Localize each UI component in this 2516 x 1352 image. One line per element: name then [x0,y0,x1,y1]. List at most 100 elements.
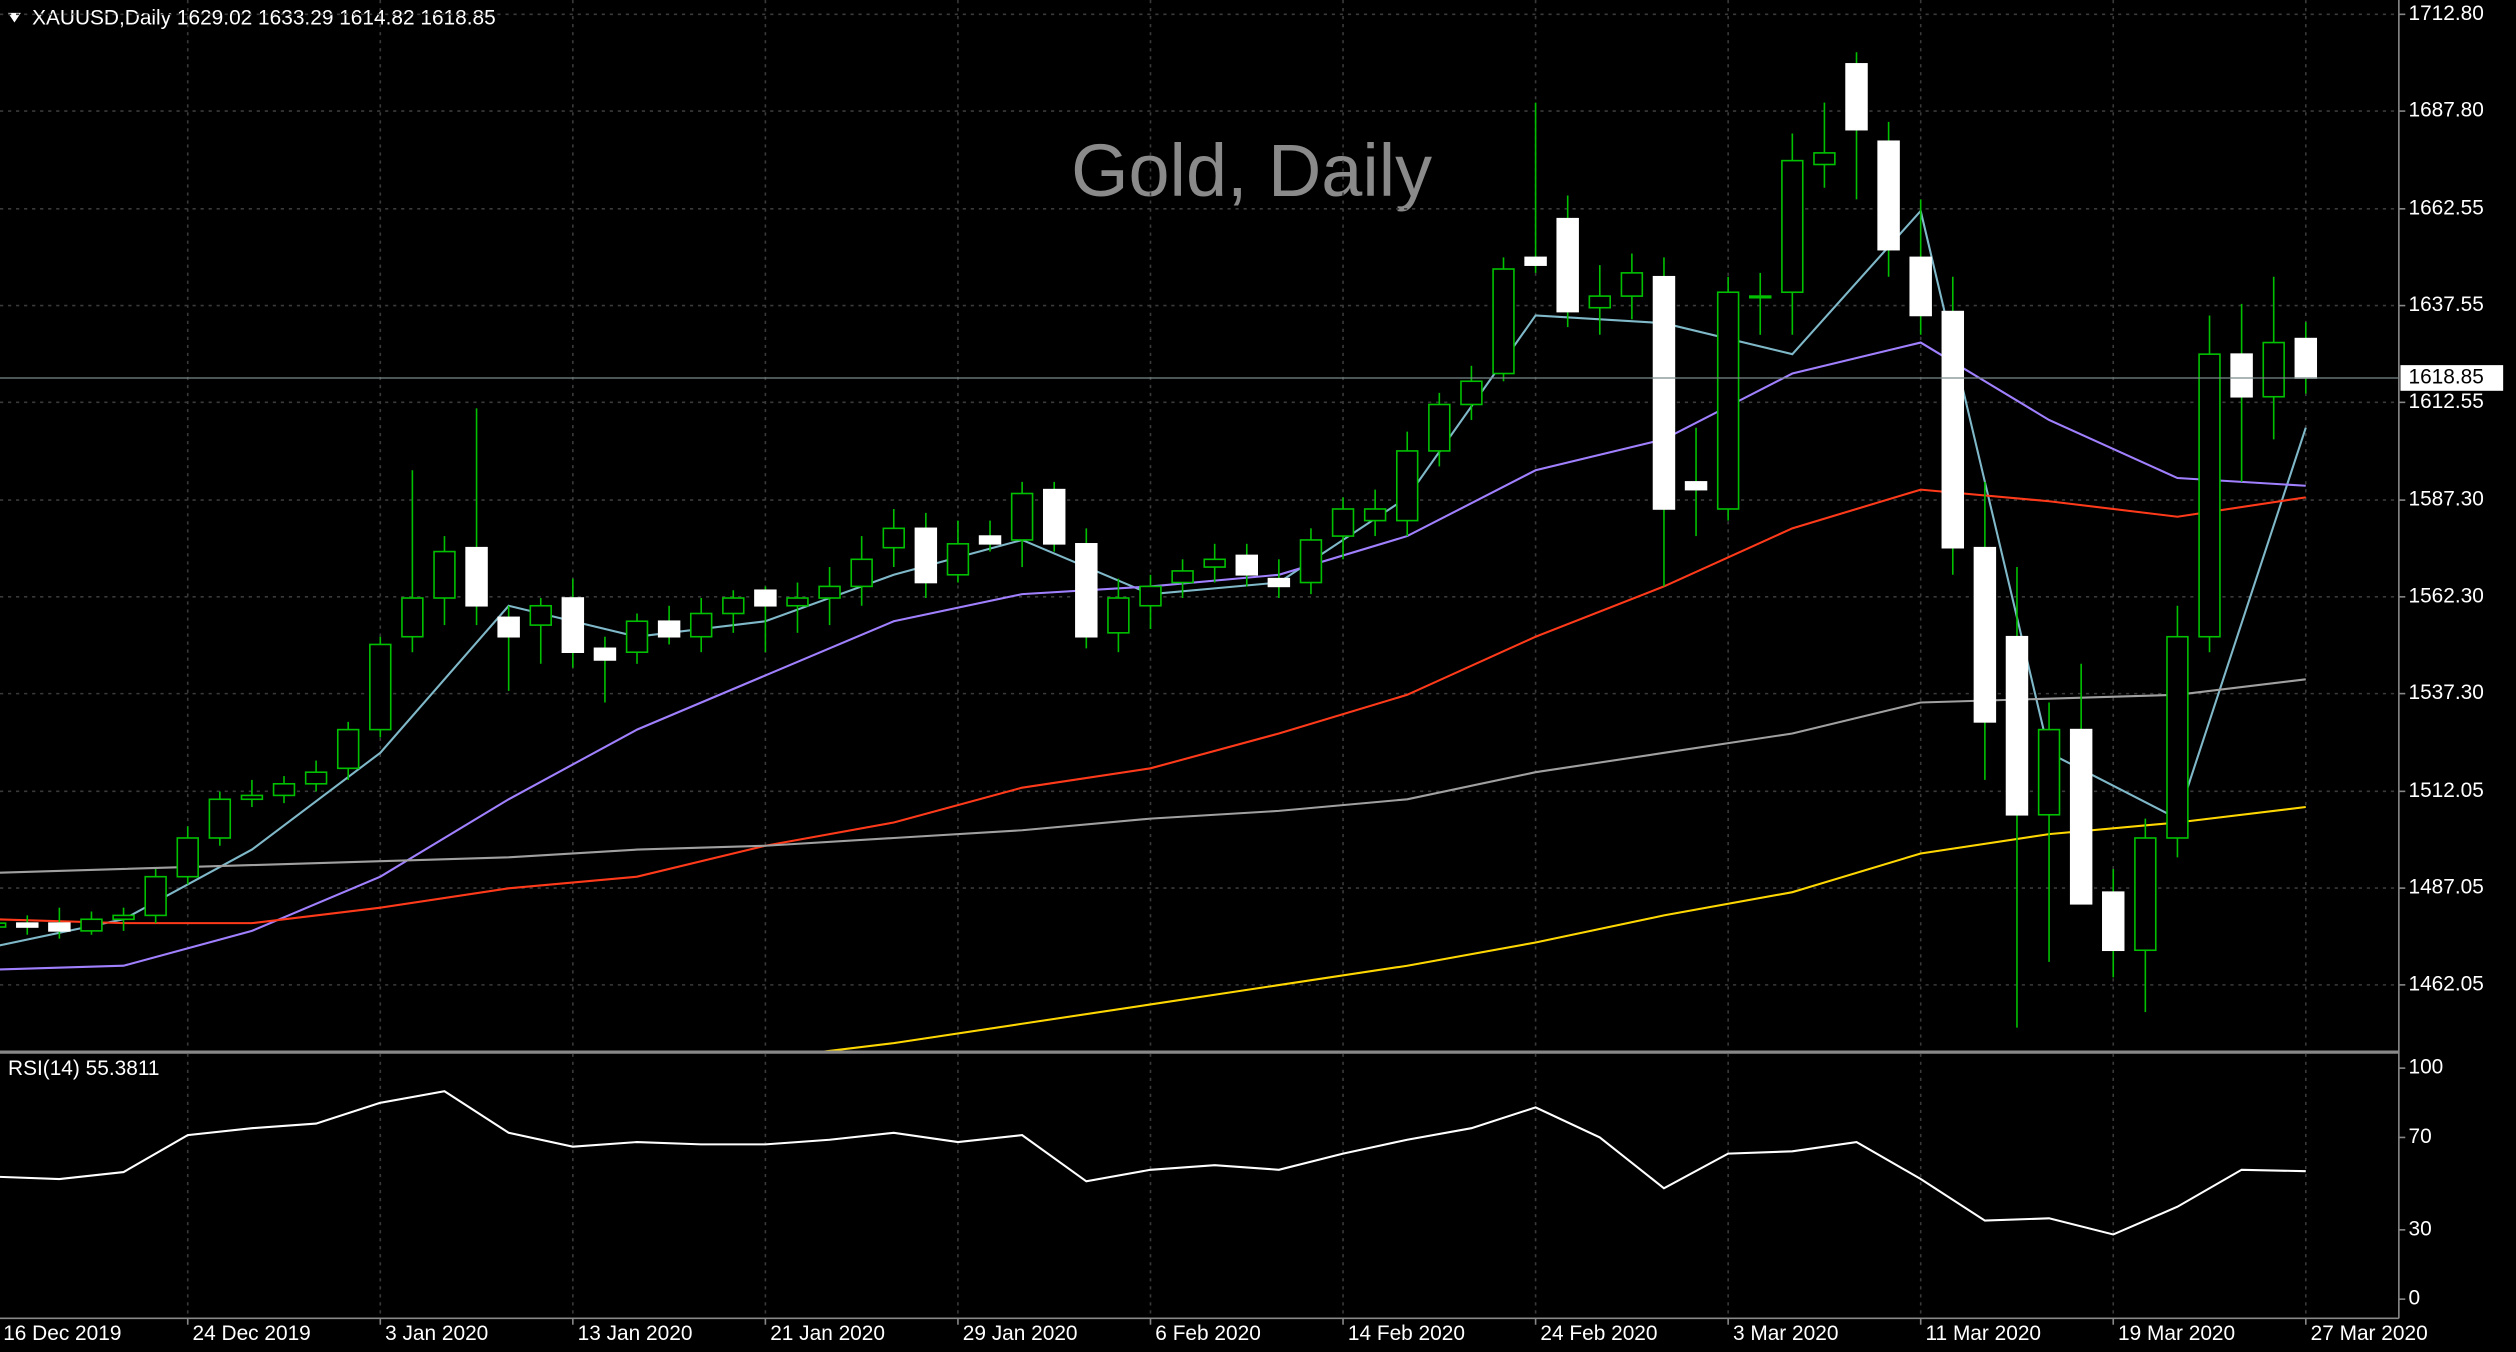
x-tick-label: 13 Jan 2020 [578,1322,693,1345]
candle-body [2294,337,2318,379]
candle-body [1909,256,1932,317]
candle-body [2102,891,2125,952]
candle-body [176,837,199,878]
y-tick-label: 100 [2408,1056,2443,1079]
y-tick-label: 1512.05 [2408,779,2483,802]
candle-body [2198,353,2221,638]
candle-body [625,620,649,654]
candle-body [497,616,520,638]
y-tick-label: 30 [2408,1217,2431,1240]
y-tick-label: 1462.05 [2408,972,2483,995]
candle-body [272,782,296,797]
candle-body [1299,539,1323,584]
candle-body [786,597,809,607]
candle-body [2037,728,2061,816]
y-tick-label: 1612.55 [2408,390,2483,413]
y-tick-label: 0 [2408,1287,2420,1310]
candle-body [1716,291,1740,510]
candle-body [1107,597,1130,634]
candle-body [401,597,424,638]
candle-body [1524,256,1547,266]
candle-body [882,527,905,549]
candle-body [1556,217,1579,313]
candle-body [1813,152,1836,166]
candle-body [465,546,488,607]
y-tick-label: 1562.30 [2408,584,2483,607]
candle-body [1620,272,1644,297]
candle-body [1171,570,1194,584]
candle-body [914,527,938,584]
candle-body [818,585,841,599]
candle-body [1203,558,1226,568]
candle-body [850,558,873,588]
candle-body [1684,481,1708,491]
candle-body [2069,728,2093,905]
x-tick-label: 29 Jan 2020 [963,1322,1078,1345]
x-tick-label: 6 Feb 2020 [1155,1322,1260,1345]
candle-body [1781,159,1804,294]
y-tick-label: 1712.80 [2408,2,2483,25]
y-tick-label: 1487.05 [2408,876,2483,899]
candle-body [1941,310,1965,549]
candle-body [1139,585,1162,607]
candle-body [1588,295,1612,309]
candle-body [1652,275,1676,510]
candle-body [433,550,456,599]
candle-body [2134,837,2157,952]
menu-triangle [8,12,21,23]
candle-body [144,875,167,917]
candle-body [369,643,392,731]
x-tick-label: 24 Dec 2019 [193,1322,311,1345]
current-price-box [2400,365,2504,391]
candle-body [0,922,7,928]
candle-body [240,794,264,801]
candle-body [208,798,232,839]
candle-body [1749,295,1772,299]
x-tick-label: 3 Mar 2020 [1733,1322,1838,1345]
candle-body [1492,268,1515,375]
candle-body [722,597,745,615]
candle-body [1075,543,1098,638]
rsi-line [0,1090,2306,1236]
candle-body [1267,577,1291,588]
candle-body [529,604,552,626]
candle-body [946,543,970,576]
y-tick-label: 1637.55 [2408,293,2483,316]
candle-body [1331,508,1355,537]
candle-body [1877,140,1900,251]
y-tick-label: 1662.55 [2408,196,2483,219]
candle-body [689,612,713,638]
rsi-pane [0,1090,2306,1236]
candle-body [1460,380,1483,406]
main-pane [0,0,2399,1051]
x-tick-label: 11 Mar 2020 [1926,1322,2042,1345]
moving-average [0,488,2306,925]
candle-body [1235,554,1258,576]
current-price-label: 1618.85 [2408,365,2483,388]
x-tick-label: 16 Dec 2019 [3,1322,121,1345]
candle-body [1395,450,1419,522]
candle-body [80,918,103,932]
candle-body [1845,63,1868,131]
x-tick-label: 27 Mar 2020 [2311,1322,2428,1345]
candle-body [1010,492,1034,541]
x-tick-label: 3 Jan 2020 [385,1322,488,1345]
y-tick-label: 70 [2408,1125,2431,1148]
candle-body [16,922,39,928]
y-tick-label: 1687.80 [2408,99,2483,122]
x-tick-label: 21 Jan 2020 [770,1322,885,1345]
candle-body [2230,353,2253,398]
candle-body [754,589,777,607]
candle-body [1363,508,1387,522]
candle-body [2262,341,2285,398]
y-tick-label: 1587.30 [2408,488,2483,511]
x-tick-label: 24 Feb 2020 [1540,1322,1657,1345]
candle-body [304,771,328,785]
candle-body [48,922,71,932]
candle-body [112,914,135,921]
candle-body [1973,546,1997,723]
moving-average [0,678,2306,874]
rsi-title: RSI(14) 55.3811 [8,1057,159,1080]
